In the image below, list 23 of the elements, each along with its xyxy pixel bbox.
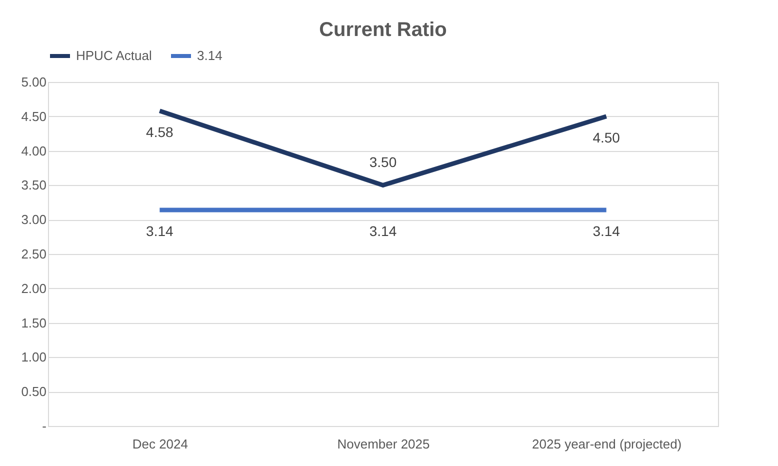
data-label: 3.14: [146, 222, 174, 239]
legend-label: 3.14: [197, 48, 222, 63]
data-label: 4.50: [592, 129, 620, 146]
data-label: 3.14: [592, 222, 620, 239]
data-label: 3.50: [369, 154, 397, 170]
y-tick-label: 2.50: [21, 246, 46, 262]
y-tick-label: 4.00: [21, 143, 46, 158]
data-label: 4.58: [146, 124, 174, 140]
chart-title: Current Ratio: [319, 19, 447, 41]
x-tick-label: 2025 year-end (projected): [532, 436, 682, 452]
y-tick-label: 4.50: [21, 108, 46, 124]
y-tick-label: 3.00: [21, 212, 46, 228]
x-tick-label: Dec 2024: [132, 436, 188, 452]
y-tick-label: 1.00: [21, 350, 46, 365]
y-tick-label: 0.50: [21, 384, 46, 400]
y-tick-label: 2.00: [21, 280, 46, 296]
data-label: 3.14: [369, 222, 397, 239]
y-tick-label: -: [42, 418, 46, 434]
x-tick-label: November 2025: [337, 436, 430, 452]
y-tick-label: 5.00: [21, 74, 46, 90]
y-tick-label: 3.50: [21, 178, 46, 193]
y-tick-label: 1.50: [21, 315, 46, 330]
legend-label: HPUC Actual: [76, 48, 152, 63]
